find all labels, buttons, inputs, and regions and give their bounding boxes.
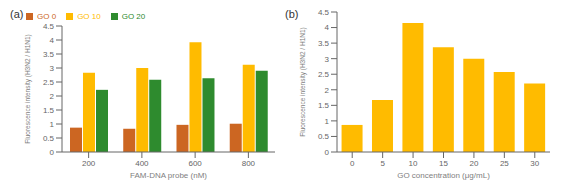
svg-text:400: 400 — [135, 159, 149, 168]
svg-text:5: 5 — [380, 159, 385, 168]
svg-text:1: 1 — [325, 117, 330, 126]
svg-text:2: 2 — [50, 92, 55, 101]
html-text:GO 0: GO 0 — [37, 12, 57, 21]
svg-text:15: 15 — [439, 159, 448, 168]
svg-text:600: 600 — [188, 159, 202, 168]
svg-text:1: 1 — [50, 120, 55, 129]
svg-text:10: 10 — [409, 159, 418, 168]
svg-text:2: 2 — [325, 86, 330, 95]
svg-text:FAM-DNA probe (nM): FAM-DNA probe (nM) — [130, 171, 207, 180]
svg-text:0: 0 — [350, 159, 355, 168]
svg-text:25: 25 — [500, 159, 509, 168]
svg-text:0: 0 — [50, 148, 55, 157]
svg-text:GO concentration (μg/mL): GO concentration (μg/mL) — [397, 171, 490, 180]
svg-text:1.5: 1.5 — [318, 101, 330, 110]
svg-text:2.5: 2.5 — [43, 78, 55, 87]
svg-text:4.5: 4.5 — [318, 8, 330, 17]
svg-text:3: 3 — [50, 64, 55, 73]
svg-text:Fluorescence intensity (H3N2 /: Fluorescence intensity (H3N2 / H1N1) — [299, 27, 307, 136]
html-text:(b): (b) — [285, 8, 299, 20]
svg-text:4: 4 — [325, 23, 330, 32]
svg-text:200: 200 — [82, 159, 96, 168]
svg-text:0.5: 0.5 — [318, 132, 330, 141]
svg-text:800: 800 — [242, 159, 256, 168]
svg-text:0.5: 0.5 — [43, 134, 55, 143]
svg-text:4: 4 — [50, 36, 55, 45]
svg-text:1.5: 1.5 — [43, 106, 55, 115]
svg-text:0: 0 — [325, 148, 330, 157]
html-text:GO 20: GO 20 — [121, 12, 146, 21]
html-text:GO 10: GO 10 — [77, 12, 101, 21]
html-text:(a): (a) — [10, 8, 24, 20]
svg-text:3.5: 3.5 — [43, 50, 55, 59]
svg-text:4.5: 4.5 — [43, 22, 55, 31]
svg-text:2.5: 2.5 — [318, 70, 330, 79]
svg-text:3.5: 3.5 — [318, 39, 330, 48]
svg-text:3: 3 — [325, 55, 330, 64]
svg-text:30: 30 — [530, 159, 539, 168]
svg-text:Fluorescence intensity (H3N2 /: Fluorescence intensity (H3N2 / H1N1) — [24, 34, 32, 143]
svg-text:20: 20 — [469, 159, 478, 168]
